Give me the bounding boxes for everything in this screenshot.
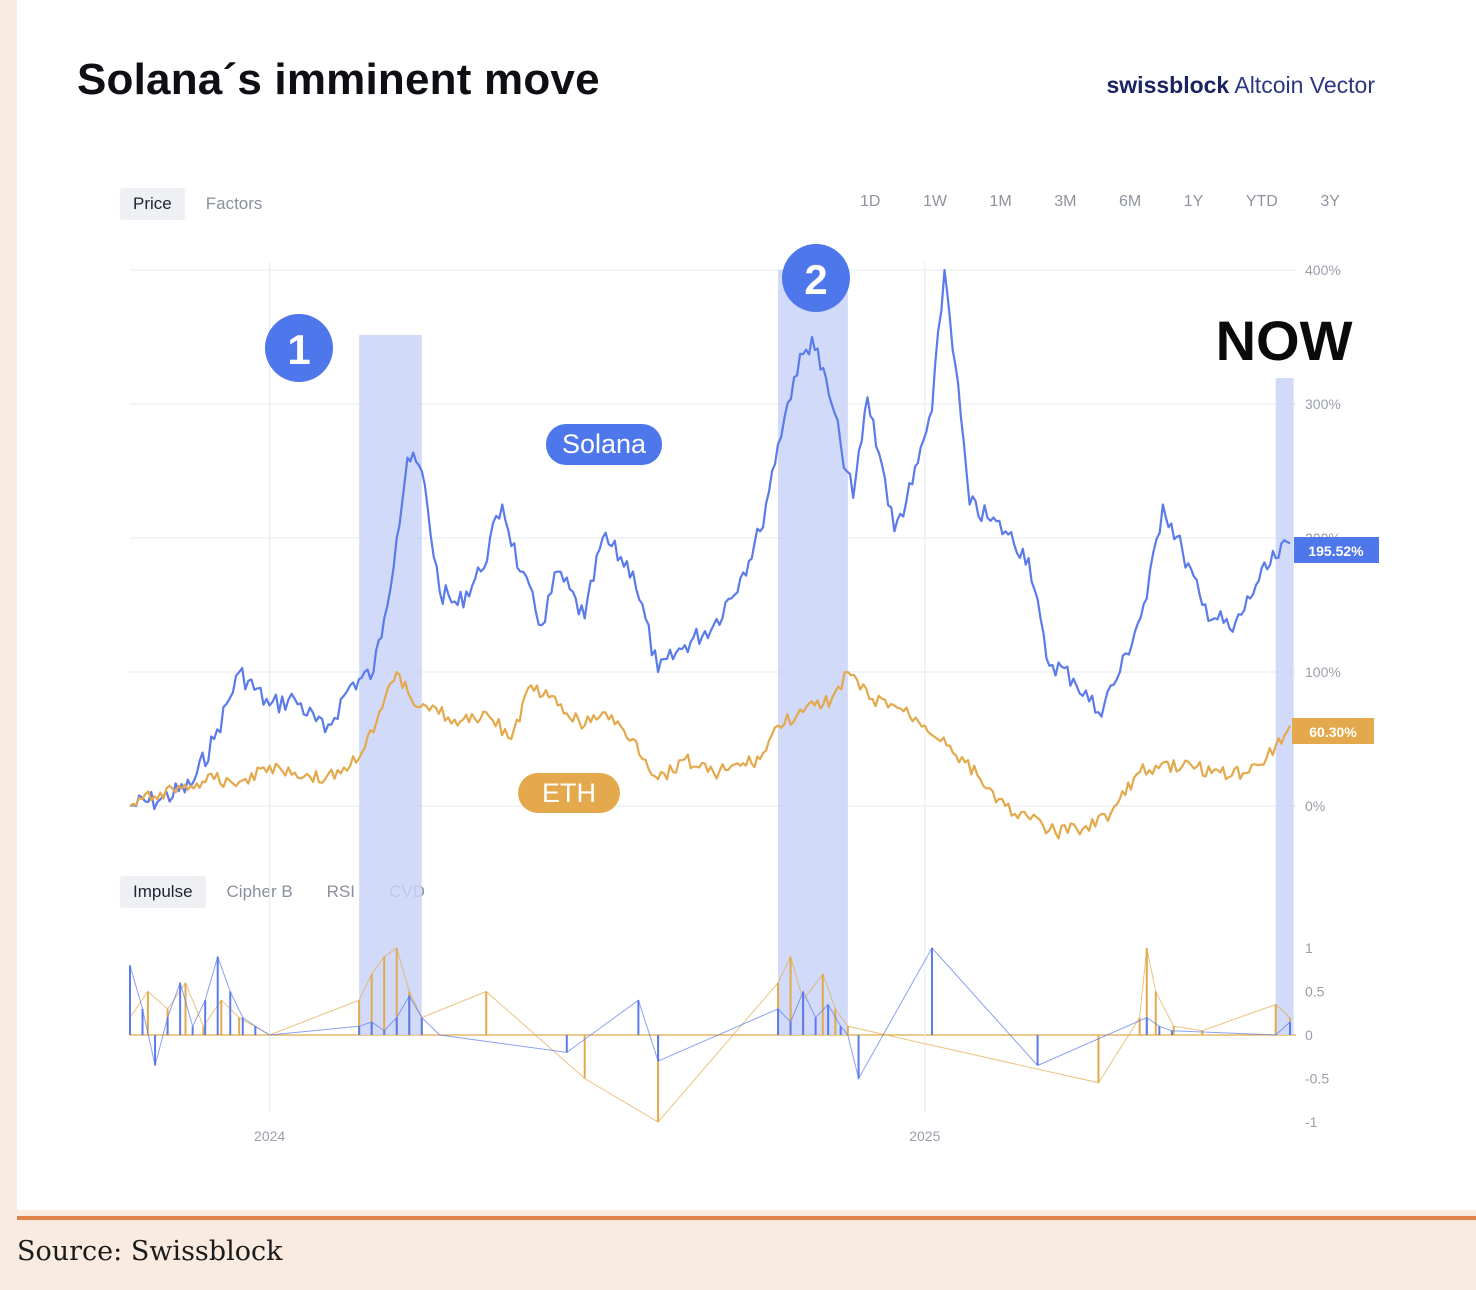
brand-name: swissblock — [1106, 72, 1230, 98]
tab-impulse[interactable]: Impulse — [120, 876, 206, 908]
zone-1-badge: 1 — [265, 314, 333, 382]
tab-rsi[interactable]: RSI — [326, 882, 356, 901]
price-y-tick: 100% — [1305, 664, 1341, 680]
eth-current-box — [1292, 718, 1374, 744]
grid-lines — [130, 262, 1296, 1112]
solana-label-pill — [546, 424, 662, 465]
solana-impulse — [129, 947, 1291, 1080]
solana-current-box — [1294, 537, 1379, 563]
series-lines — [129, 268, 1291, 1123]
zone-2-badge: 2 — [782, 244, 850, 312]
footer-divider — [17, 1216, 1476, 1220]
range-3m[interactable]: 3M — [1054, 193, 1077, 210]
range-ytd[interactable]: YTD — [1245, 193, 1278, 210]
price-y-tick: 400% — [1305, 262, 1341, 278]
eth-label: ETH — [518, 773, 620, 813]
highlight-zone — [1275, 378, 1294, 1035]
range-6m[interactable]: 6M — [1118, 193, 1142, 210]
zone-2-circle — [782, 244, 850, 312]
time-range-selector: 1D 1W 1M 3M 6M 1Y YTD 3Y — [860, 193, 1340, 211]
price-y-tick: 300% — [1305, 396, 1341, 412]
price-y-tick: 0% — [1305, 798, 1325, 814]
now-label: NOW — [1216, 309, 1353, 372]
eth-price-line — [129, 670, 1291, 840]
solana-current-tag: 195.52% — [1294, 537, 1379, 563]
eth-label-text: ETH — [542, 778, 596, 808]
chart-tabs: Price Factors — [120, 188, 275, 220]
zone-1-number: 1 — [287, 326, 310, 373]
x-tick-label: 2025 — [909, 1128, 940, 1144]
tab-factors[interactable]: Factors — [205, 194, 263, 213]
range-1y[interactable]: 1Y — [1183, 193, 1204, 210]
zone-2-number: 2 — [804, 256, 827, 303]
impulse-trace — [129, 947, 1291, 1080]
solana-label: Solana — [546, 424, 662, 465]
source-caption: Source: Swissblock — [17, 1236, 283, 1267]
impulse-y-tick: 0 — [1305, 1027, 1313, 1043]
impulse-y-tick: 1 — [1305, 940, 1313, 956]
tab-cipher-b[interactable]: Cipher B — [226, 882, 293, 901]
eth-current-value: 60.30% — [1309, 724, 1357, 740]
range-3y[interactable]: 3Y — [1320, 193, 1340, 210]
brand-logo: swissblock Altcoin Vector — [1107, 72, 1376, 99]
range-1d[interactable]: 1D — [860, 193, 881, 210]
range-1w[interactable]: 1W — [922, 193, 947, 210]
impulse-y-tick: -0.5 — [1305, 1071, 1329, 1087]
eth-current-tag: 60.30% — [1292, 718, 1374, 744]
impulse-y-tick: -1 — [1305, 1114, 1318, 1130]
highlight-zone — [778, 270, 848, 1035]
impulse-trace — [129, 947, 1291, 1123]
impulse-y-tick: 0.5 — [1305, 984, 1325, 1000]
zone-1-circle — [265, 314, 333, 382]
chart-card — [17, 0, 1476, 1210]
range-1m[interactable]: 1M — [989, 193, 1012, 210]
tab-price[interactable]: Price — [120, 188, 185, 220]
page-title: Solana´s imminent move — [77, 55, 600, 104]
eth-label-pill — [518, 773, 620, 813]
solana-label-text: Solana — [562, 429, 647, 459]
x-tick-label: 2024 — [254, 1128, 285, 1144]
solana-current-value: 195.52% — [1308, 543, 1364, 559]
brand-product: Altcoin Vector — [1234, 72, 1375, 98]
solana-price-line — [129, 268, 1291, 811]
